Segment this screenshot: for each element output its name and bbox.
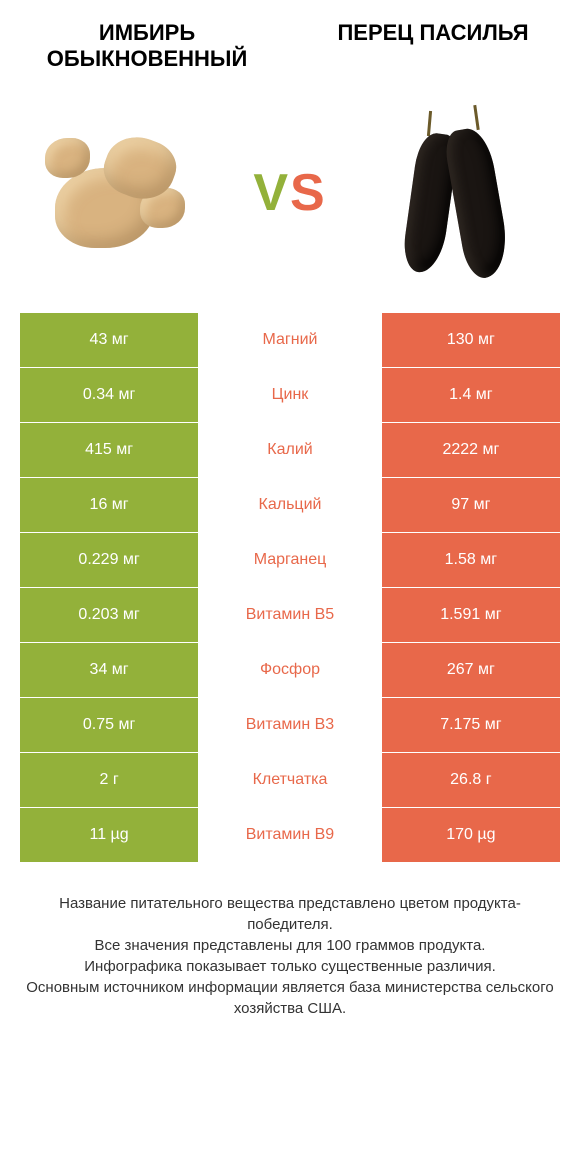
vs-label: VS [253,163,326,223]
vs-s-letter: S [290,164,327,222]
right-value: 1.4 мг [382,368,560,422]
comparison-table: 43 мгМагний130 мг0.34 мгЦинк1.4 мг415 мг… [0,313,580,863]
footer-notes: Название питательного вещества представл… [0,863,580,1019]
left-value: 43 мг [20,313,198,367]
left-value: 0.229 мг [20,533,198,587]
pasilla-pepper-icon [390,103,530,283]
table-row: 43 мгМагний130 мг [20,313,560,368]
footer-line: Основным источником информации является … [25,977,555,1019]
nutrient-label: Калий [198,423,382,477]
right-value: 130 мг [382,313,560,367]
left-value: 0.75 мг [20,698,198,752]
right-value: 1.591 мг [382,588,560,642]
right-value: 2222 мг [382,423,560,477]
nutrient-label: Витамин B5 [198,588,382,642]
left-product-title: ИМБИРЬ ОБЫКНОВЕННЫЙ [30,20,264,73]
table-row: 2 гКлетчатка26.8 г [20,753,560,808]
table-row: 415 мгКалий2222 мг [20,423,560,478]
left-value: 2 г [20,753,198,807]
footer-line: Название питательного вещества представл… [25,893,555,935]
right-value: 7.175 мг [382,698,560,752]
left-value: 11 µg [20,808,198,862]
nutrient-label: Кальций [198,478,382,532]
right-value: 26.8 г [382,753,560,807]
vs-row: VS [0,83,580,313]
right-value: 1.58 мг [382,533,560,587]
nutrient-label: Витамин B9 [198,808,382,862]
left-value: 0.203 мг [20,588,198,642]
right-product-image [370,103,550,283]
footer-line: Все значения представлены для 100 граммо… [25,935,555,956]
right-value: 267 мг [382,643,560,697]
left-value: 16 мг [20,478,198,532]
table-row: 0.34 мгЦинк1.4 мг [20,368,560,423]
nutrient-label: Фосфор [198,643,382,697]
table-row: 0.75 мгВитамин B37.175 мг [20,698,560,753]
left-product-image [30,103,210,283]
nutrient-label: Клетчатка [198,753,382,807]
left-value: 415 мг [20,423,198,477]
nutrient-label: Витамин B3 [198,698,382,752]
nutrient-label: Марганец [198,533,382,587]
left-value: 34 мг [20,643,198,697]
table-row: 0.229 мгМарганец1.58 мг [20,533,560,588]
vs-v-letter: V [253,164,290,222]
footer-line: Инфографика показывает только существенн… [25,956,555,977]
table-row: 0.203 мгВитамин B51.591 мг [20,588,560,643]
table-row: 16 мгКальций97 мг [20,478,560,533]
right-product-title: ПЕРЕЦ ПАСИЛЬЯ [316,20,550,73]
table-row: 11 µgВитамин B9170 µg [20,808,560,863]
ginger-icon [45,128,195,258]
nutrient-label: Цинк [198,368,382,422]
header: ИМБИРЬ ОБЫКНОВЕННЫЙ ПЕРЕЦ ПАСИЛЬЯ [0,0,580,83]
nutrient-label: Магний [198,313,382,367]
right-value: 170 µg [382,808,560,862]
left-value: 0.34 мг [20,368,198,422]
table-row: 34 мгФосфор267 мг [20,643,560,698]
right-value: 97 мг [382,478,560,532]
